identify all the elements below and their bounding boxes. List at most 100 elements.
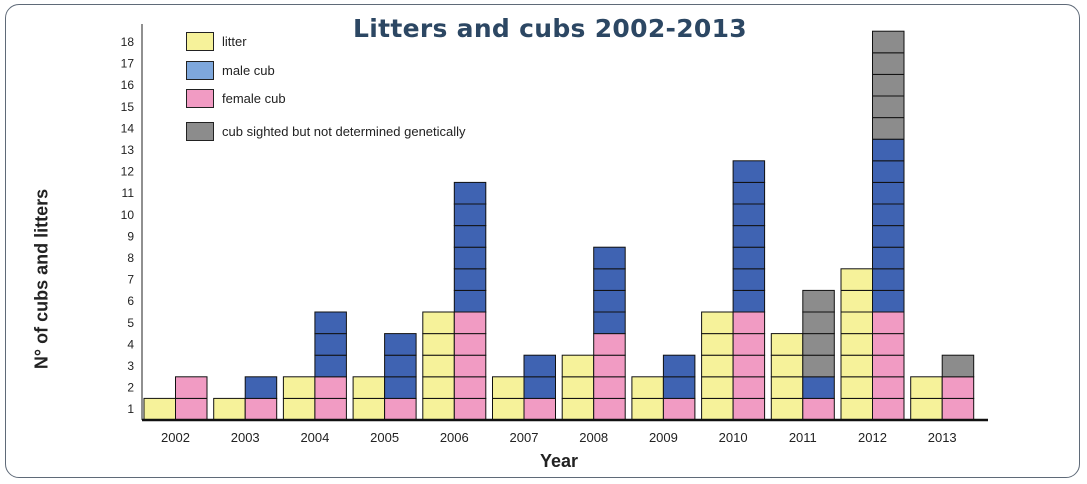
bar-segment-litter-2011 <box>770 376 804 399</box>
bar-segment-litter-2010 <box>701 376 734 399</box>
bar-segment-male-cub-2010 <box>732 289 766 313</box>
y-tick-label: 8 <box>127 251 134 265</box>
legend-item-male-cub: male cub <box>186 60 275 80</box>
bar-segment-male-cub-2006 <box>453 181 487 205</box>
bar-segment-litter-2013 <box>910 397 943 421</box>
bar-segment-male-cub-2010 <box>732 203 766 227</box>
bar-segment-male-cub-2009 <box>662 376 696 399</box>
y-tick-label: 13 <box>121 143 135 157</box>
x-tick-label-2011: 2011 <box>789 430 817 445</box>
bar-segment-undetermined-cub-2011 <box>802 311 835 335</box>
bar-segment-female-cub-2002 <box>175 397 208 421</box>
bar-segment-female-cub-2006 <box>453 354 487 378</box>
legend-item-undetermined-cub: cub sighted but not determined genetical… <box>186 121 466 141</box>
y-tick-label: 6 <box>127 294 134 308</box>
y-tick-label: 9 <box>127 229 134 243</box>
bar-segment-undetermined-cub-2011 <box>802 333 835 356</box>
x-tick-label-2003: 2003 <box>231 430 260 445</box>
bar-segment-undetermined-cub-2013 <box>941 354 975 378</box>
bar-segment-litter-2010 <box>701 311 734 335</box>
bar-segment-male-cub-2004 <box>314 311 347 335</box>
bar-segment-male-cub-2004 <box>314 333 347 356</box>
y-tick-label: 15 <box>121 100 135 114</box>
bar-segment-litter-2010 <box>701 397 734 421</box>
bar-segment-litter-2009 <box>631 397 664 421</box>
bar-segment-male-cub-2012 <box>872 203 905 227</box>
bar-segment-male-cub-2006 <box>453 225 487 248</box>
bar-segment-female-cub-2008 <box>593 397 626 421</box>
bar-segment-female-cub-2013 <box>941 397 975 421</box>
bar-segment-male-cub-2004 <box>314 354 347 378</box>
bar-segment-litter-2004 <box>282 376 316 399</box>
legend-swatch-undetermined-cub <box>186 121 214 141</box>
bar-segment-litter-2011 <box>770 397 804 421</box>
x-tick-label-2004: 2004 <box>300 430 329 445</box>
bar-segment-female-cub-2008 <box>593 333 626 356</box>
bar-segment-female-cub-2010 <box>732 376 766 399</box>
bar-segment-female-cub-2005 <box>384 397 417 421</box>
x-tick-label-2007: 2007 <box>510 430 539 445</box>
legend-swatch-female-cub <box>186 88 214 108</box>
bar-segment-male-cub-2010 <box>732 225 766 248</box>
bar-segment-litter-2004 <box>282 397 316 421</box>
bar-segment-male-cub-2007 <box>523 354 556 378</box>
bar-segment-female-cub-2006 <box>453 397 487 421</box>
y-tick-label: 3 <box>127 359 134 373</box>
x-tick-label-2009: 2009 <box>649 430 678 445</box>
bar-segment-litter-2012 <box>840 311 873 335</box>
bar-segment-female-cub-2012 <box>872 354 905 378</box>
bar-segment-male-cub-2006 <box>453 246 487 270</box>
bar-segment-male-cub-2009 <box>662 354 696 378</box>
x-tick-label-2006: 2006 <box>440 430 469 445</box>
y-tick-label: 17 <box>121 57 135 71</box>
bar-segment-litter-2008 <box>561 397 595 421</box>
bar-segment-male-cub-2005 <box>384 376 417 399</box>
legend-label-undetermined-cub: cub sighted but not determined genetical… <box>222 123 466 139</box>
legend-swatch-litter <box>186 31 214 51</box>
bar-segment-male-cub-2012 <box>872 289 905 313</box>
bar-segment-female-cub-2011 <box>802 397 835 421</box>
bar-segment-male-cub-2010 <box>732 160 766 183</box>
bar-segment-undetermined-cub-2012 <box>872 73 905 97</box>
bar-segment-litter-2008 <box>561 376 595 399</box>
bar-segment-undetermined-cub-2012 <box>872 95 905 119</box>
bar-segment-undetermined-cub-2012 <box>872 117 905 140</box>
bar-segment-female-cub-2013 <box>941 376 975 399</box>
bar-segment-female-cub-2010 <box>732 311 766 335</box>
bar-segment-female-cub-2012 <box>872 333 905 356</box>
legend-label-male-cub: male cub <box>222 62 275 78</box>
bar-segment-litter-2003 <box>213 397 246 421</box>
bar-segment-undetermined-cub-2012 <box>872 30 905 54</box>
bar-segment-litter-2005 <box>352 376 386 399</box>
bar-segment-litter-2012 <box>840 397 873 421</box>
bar-segment-litter-2009 <box>631 376 664 399</box>
bar-segment-female-cub-2008 <box>593 354 626 378</box>
bar-segment-litter-2012 <box>840 333 873 356</box>
bar-segment-litter-2008 <box>561 354 595 378</box>
y-tick-label: 4 <box>127 337 134 351</box>
y-tick-label: 12 <box>121 165 135 179</box>
bar-segment-litter-2006 <box>422 354 455 378</box>
bar-segment-litter-2007 <box>492 376 525 399</box>
bar-segment-female-cub-2012 <box>872 397 905 421</box>
bar-segment-female-cub-2012 <box>872 376 905 399</box>
bar-segment-litter-2006 <box>422 333 455 356</box>
bar-segment-male-cub-2010 <box>732 268 766 291</box>
legend-swatch-male-cub <box>186 60 214 80</box>
bar-segment-female-cub-2012 <box>872 311 905 335</box>
y-tick-label: 2 <box>127 381 134 395</box>
bar-segment-female-cub-2004 <box>314 397 347 421</box>
bar-segment-litter-2012 <box>840 289 873 313</box>
bar-segment-male-cub-2012 <box>872 225 905 248</box>
legend-label-litter: litter <box>222 33 247 49</box>
bar-segment-female-cub-2010 <box>732 333 766 356</box>
bar-segment-male-cub-2010 <box>732 181 766 205</box>
legend-item-litter: litter <box>186 31 247 51</box>
bar-segment-male-cub-2008 <box>593 311 626 335</box>
bar-segment-female-cub-2006 <box>453 311 487 335</box>
bar-segment-litter-2006 <box>422 397 455 421</box>
bar-segment-litter-2002 <box>143 397 176 421</box>
x-tick-label-2012: 2012 <box>858 430 887 445</box>
legend-label-female-cub: female cub <box>222 90 286 106</box>
bar-segment-female-cub-2002 <box>175 376 208 399</box>
